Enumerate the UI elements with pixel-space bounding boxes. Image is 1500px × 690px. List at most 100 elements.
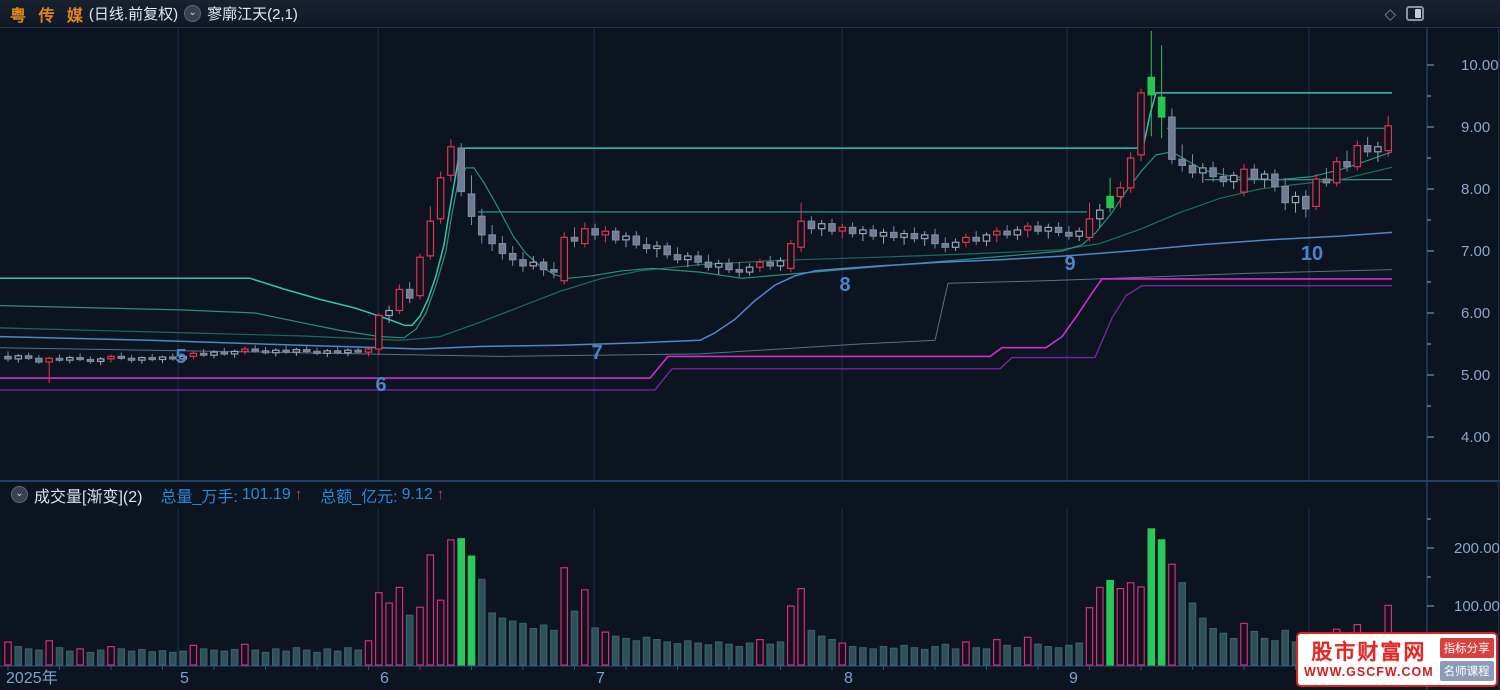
svg-text:4.00: 4.00	[1461, 429, 1490, 446]
volume-bar	[817, 635, 826, 666]
candle	[704, 261, 713, 268]
volume-bar	[436, 599, 445, 666]
candle	[1178, 158, 1187, 166]
volume-bar	[76, 648, 84, 666]
volume-bar	[333, 650, 342, 666]
candle	[478, 215, 486, 236]
candle	[24, 355, 33, 359]
volume-bar	[1065, 644, 1073, 666]
volume-bar	[838, 642, 847, 666]
candle	[272, 349, 280, 354]
candle	[941, 243, 950, 248]
candle	[838, 226, 847, 232]
volume-bar	[982, 648, 991, 666]
candle	[1312, 178, 1320, 208]
candle	[1384, 125, 1393, 152]
candle	[354, 349, 363, 353]
amount-value: 9.12	[401, 485, 433, 503]
candle	[560, 236, 569, 282]
candle	[869, 229, 878, 237]
chevron-down-circle-icon[interactable]: ⌄	[11, 486, 28, 503]
volume-bar	[1219, 632, 1228, 666]
svg-text:8: 8	[839, 274, 850, 296]
volume-bar	[1106, 579, 1114, 666]
candle	[35, 357, 43, 363]
candle	[1188, 164, 1197, 174]
chevron-down-circle-icon[interactable]: ⌄	[184, 5, 202, 22]
candle	[14, 355, 23, 360]
candle	[519, 259, 527, 267]
svg-text:5: 5	[180, 670, 189, 687]
volume-bar	[859, 647, 867, 666]
svg-text:9: 9	[1064, 253, 1075, 275]
up-arrow-icon: ↑	[436, 486, 445, 503]
month-labels: 5 6 7 8 9 10	[175, 243, 1323, 396]
volume-bar	[1044, 645, 1053, 666]
volume-bar	[107, 645, 115, 666]
candle	[848, 226, 857, 235]
line-ma_blue	[0, 231, 1393, 350]
volume-bar	[65, 650, 74, 666]
volume-bar	[931, 645, 939, 666]
volume-bar	[1240, 622, 1248, 666]
diamond-icon[interactable]: ◇	[1384, 5, 1396, 23]
candle	[261, 350, 270, 354]
candlesticks	[4, 30, 1393, 384]
volume-bar	[416, 606, 424, 666]
candle	[313, 350, 321, 354]
candle	[65, 357, 74, 361]
svg-text:6: 6	[375, 374, 386, 396]
svg-text:6.00: 6.00	[1461, 305, 1490, 322]
month-gridlines	[177, 28, 1310, 666]
volume-bar	[1075, 642, 1084, 666]
volume-bar	[673, 643, 682, 666]
volume-pane-header: ⌄ 成交量[渐变](2) 总量_万手: 101.19 ↑ 总额_亿元: 9.12…	[0, 482, 1420, 507]
candle	[107, 355, 115, 360]
up-arrow-icon: ↑	[294, 486, 303, 503]
candle	[807, 220, 816, 230]
badge-teacher-course: 名师课程	[1439, 661, 1494, 681]
volume-bar	[14, 645, 23, 666]
volume-bar	[529, 627, 538, 666]
volume-bar	[344, 647, 352, 666]
candle	[220, 351, 229, 355]
candle	[611, 230, 620, 241]
volume-bar	[1003, 644, 1011, 666]
volume-bar	[1178, 582, 1187, 666]
candle	[508, 252, 517, 261]
volume-bar	[189, 644, 198, 666]
volume-bar	[1023, 636, 1032, 666]
candle	[364, 348, 373, 353]
volume-bar	[539, 624, 548, 666]
candle	[1085, 218, 1094, 239]
candle	[436, 177, 445, 220]
candle	[550, 269, 558, 273]
candle	[405, 288, 414, 299]
candle	[900, 233, 908, 238]
volume-bar	[776, 641, 785, 666]
candle	[1240, 168, 1248, 193]
candle	[797, 220, 805, 248]
watermark-url[interactable]: WWW.GSCFW.COM	[1304, 664, 1434, 679]
volume-bar	[1168, 563, 1176, 666]
volume-bar	[1013, 647, 1022, 666]
candle	[251, 348, 260, 352]
candle	[230, 350, 239, 355]
volume-bar	[385, 602, 393, 666]
candle	[1209, 167, 1217, 178]
volume-bar	[941, 643, 950, 666]
volume-bar	[570, 610, 579, 666]
volume-bar	[1034, 643, 1042, 666]
candle	[1168, 116, 1176, 160]
volume-bar	[580, 589, 589, 666]
line-slate	[0, 269, 1393, 357]
volume-bar	[848, 645, 857, 666]
candle	[189, 352, 198, 357]
candle	[1054, 226, 1063, 233]
panel-toggle-icon[interactable]	[1406, 6, 1424, 21]
candle	[447, 146, 455, 176]
price-volume-chart: 5 6 7 8 9 10 10.00 9.00 8.00 7.00 6.00 5.00 4.00 200.…	[0, 28, 1500, 690]
volume-bar	[797, 587, 805, 666]
volume-bar	[992, 638, 1001, 666]
candle	[1271, 173, 1279, 188]
